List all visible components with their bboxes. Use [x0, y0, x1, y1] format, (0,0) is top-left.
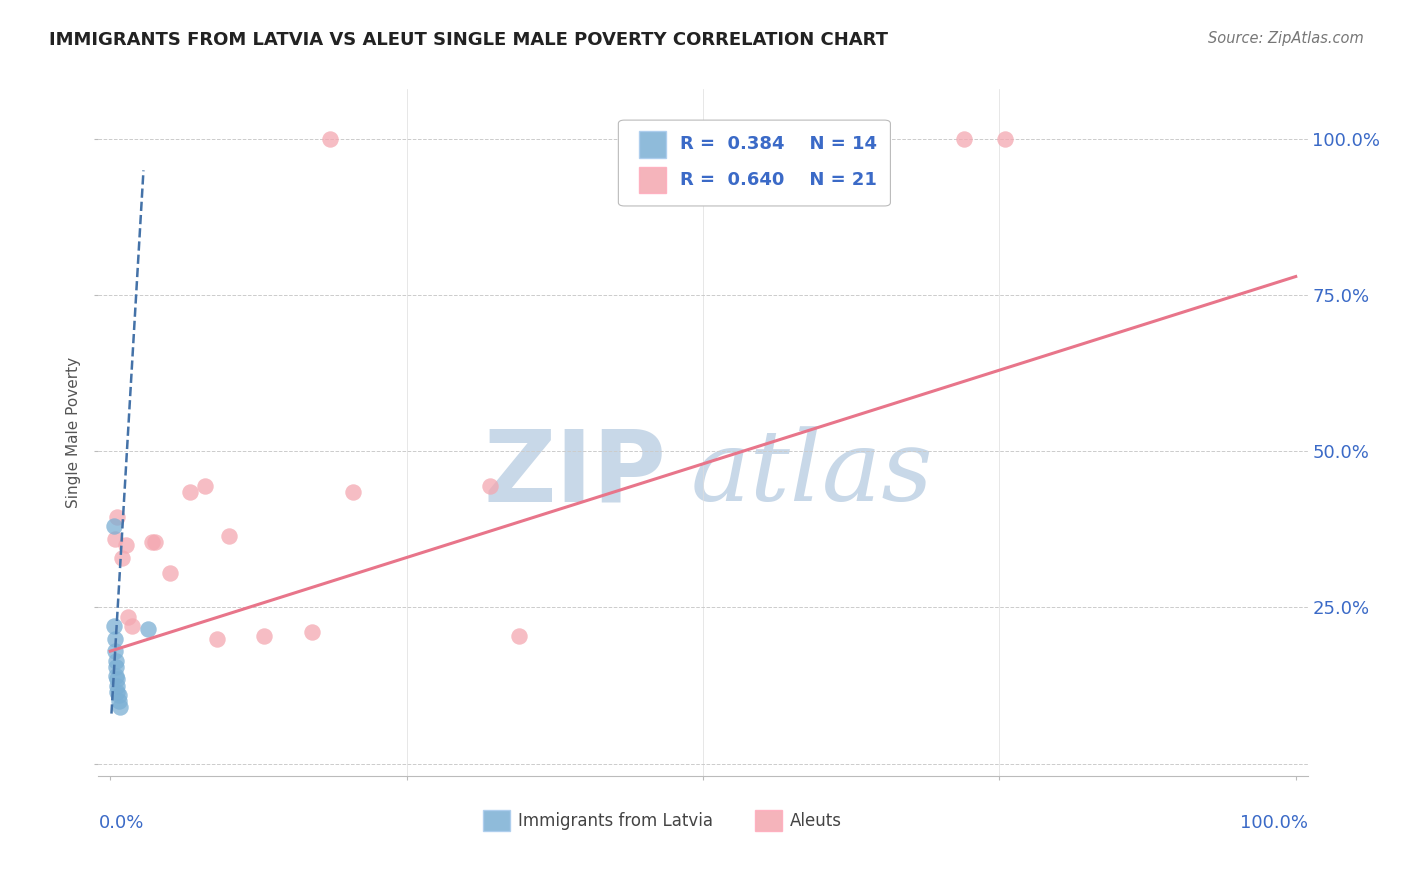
- Text: atlas: atlas: [690, 426, 934, 522]
- Bar: [638, 131, 665, 158]
- Point: [103, 619, 125, 633]
- Text: Aleuts: Aleuts: [790, 812, 842, 830]
- Point: [253, 628, 276, 642]
- Bar: [482, 810, 509, 831]
- Point: [105, 510, 128, 524]
- Point: [478, 478, 501, 492]
- Point: [194, 478, 217, 492]
- Point: [179, 485, 201, 500]
- Point: [105, 685, 128, 699]
- Point: [318, 132, 340, 146]
- Bar: [638, 167, 665, 193]
- FancyBboxPatch shape: [619, 120, 890, 206]
- Point: [952, 132, 974, 146]
- Point: [218, 528, 240, 542]
- Point: [108, 700, 131, 714]
- Point: [159, 566, 181, 581]
- Point: [117, 610, 139, 624]
- Point: [105, 673, 128, 687]
- Point: [107, 694, 129, 708]
- Point: [141, 534, 163, 549]
- Text: R =  0.640    N = 21: R = 0.640 N = 21: [681, 171, 877, 189]
- Text: Source: ZipAtlas.com: Source: ZipAtlas.com: [1208, 31, 1364, 46]
- Point: [301, 625, 323, 640]
- Point: [104, 644, 127, 658]
- Point: [104, 632, 127, 646]
- Point: [205, 632, 228, 646]
- Text: 100.0%: 100.0%: [1240, 814, 1308, 832]
- Point: [121, 619, 143, 633]
- Y-axis label: Single Male Poverty: Single Male Poverty: [66, 357, 82, 508]
- Text: Immigrants from Latvia: Immigrants from Latvia: [517, 812, 713, 830]
- Point: [143, 534, 166, 549]
- Point: [508, 628, 530, 642]
- Point: [105, 653, 128, 667]
- Point: [114, 538, 136, 552]
- Point: [342, 485, 364, 500]
- Point: [105, 678, 128, 692]
- Point: [104, 532, 127, 546]
- Bar: [755, 810, 782, 831]
- Text: ZIP: ZIP: [484, 425, 666, 523]
- Point: [105, 669, 128, 683]
- Point: [111, 550, 134, 565]
- Point: [105, 660, 128, 674]
- Point: [103, 519, 125, 533]
- Point: [994, 132, 1017, 146]
- Point: [136, 623, 159, 637]
- Text: R =  0.384    N = 14: R = 0.384 N = 14: [681, 136, 877, 153]
- Text: 0.0%: 0.0%: [98, 814, 143, 832]
- Point: [107, 688, 129, 702]
- Text: IMMIGRANTS FROM LATVIA VS ALEUT SINGLE MALE POVERTY CORRELATION CHART: IMMIGRANTS FROM LATVIA VS ALEUT SINGLE M…: [49, 31, 889, 49]
